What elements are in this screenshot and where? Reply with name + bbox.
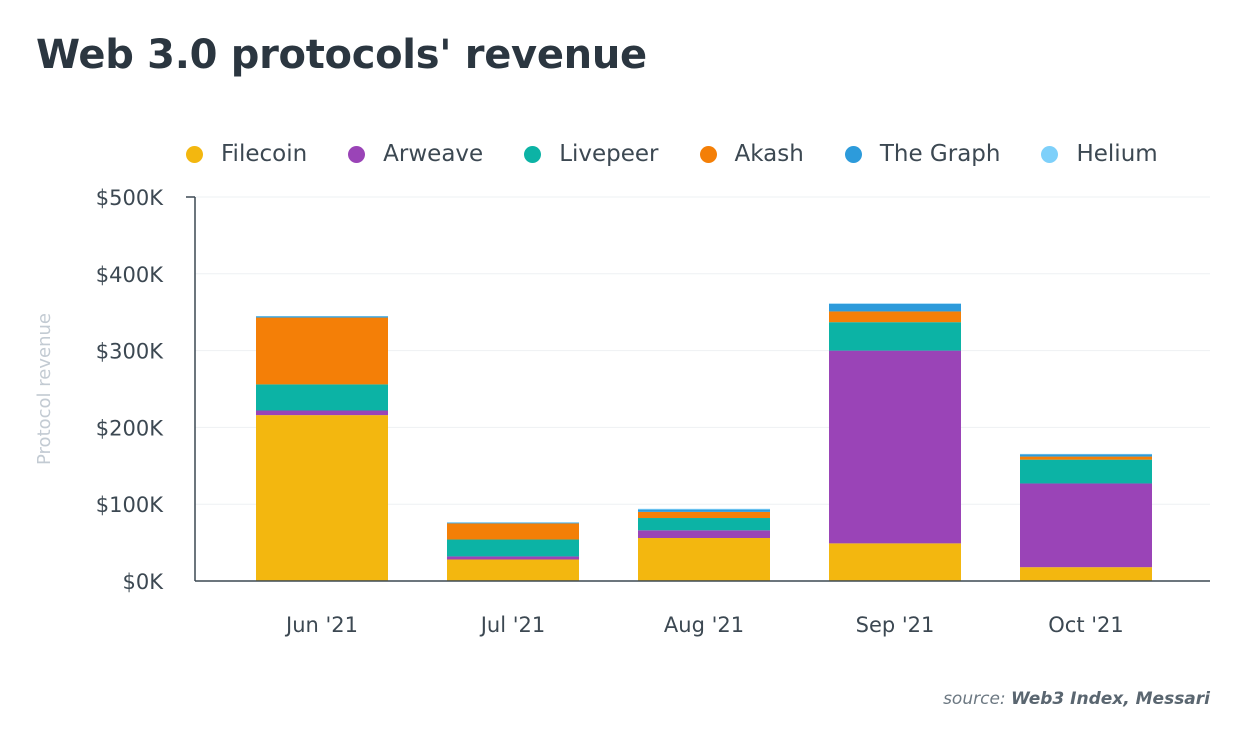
bar-the-graph-aug-21 <box>638 509 770 512</box>
legend-swatch-helium <box>1041 145 1059 163</box>
legend-swatch-the-graph <box>844 145 862 163</box>
legend-item-filecoin: Filecoin <box>186 141 307 167</box>
y-tick-label: $400K <box>96 263 164 287</box>
bar-livepeer-jun-21 <box>256 384 388 411</box>
bar-arweave-jul-21 <box>447 556 579 560</box>
chart-title: Web 3.0 protocols' revenue <box>36 32 647 78</box>
legend-label-arweave: Arweave <box>383 141 484 167</box>
x-tick-label: Jun '21 <box>284 613 358 637</box>
bar-arweave-aug-21 <box>638 530 770 538</box>
bar-filecoin-oct-21 <box>1020 567 1152 581</box>
legend-item-livepeer: Livepeer <box>524 141 659 167</box>
bar-livepeer-aug-21 <box>638 518 770 531</box>
legend-item-arweave: Arweave <box>348 141 483 167</box>
legend-label-filecoin: Filecoin <box>221 141 308 167</box>
bar-the-graph-oct-21 <box>1020 454 1152 457</box>
legend-swatch-filecoin <box>186 145 203 163</box>
legend-swatch-arweave <box>348 145 366 163</box>
source-name: Web3 Index, Messari <box>1011 689 1210 709</box>
bar-livepeer-sep-21 <box>829 322 961 351</box>
bar-livepeer-oct-21 <box>1020 459 1152 484</box>
x-tick-label: Jul '21 <box>479 613 546 637</box>
bar-arweave-oct-21 <box>1020 483 1152 568</box>
bar-livepeer-jul-21 <box>447 539 579 557</box>
bar-arweave-jun-21 <box>256 410 388 416</box>
legend-item-helium: Helium <box>1041 141 1158 167</box>
x-tick-label: Oct '21 <box>1048 613 1123 637</box>
legend: Filecoin Arweave Livepeer Akash The Graph Hel… <box>186 138 1226 170</box>
y-tick-label: $500K <box>96 186 164 210</box>
legend-label-akash: Akash <box>734 141 804 167</box>
legend-swatch-livepeer <box>524 145 542 163</box>
y-tick-label: $100K <box>96 493 164 517</box>
y-tick-label: $300K <box>96 340 164 364</box>
source-prefix: source: <box>943 689 1006 709</box>
bar-akash-aug-21 <box>638 511 770 519</box>
x-tick-label: Aug '21 <box>664 613 744 637</box>
bar-the-graph-jun-21 <box>256 316 388 318</box>
bar-arweave-sep-21 <box>829 350 961 544</box>
bar-helium-aug-21 <box>638 508 770 510</box>
x-tick-label: Sep '21 <box>856 613 935 637</box>
bar-filecoin-jul-21 <box>447 559 579 581</box>
bar-filecoin-sep-21 <box>829 543 961 581</box>
bar-filecoin-jun-21 <box>256 415 388 581</box>
legend-swatch-akash <box>699 145 717 163</box>
bars <box>256 303 1152 581</box>
bar-akash-oct-21 <box>1020 456 1152 460</box>
legend-item-the-graph: The Graph <box>844 141 1001 167</box>
bar-the-graph-sep-21 <box>829 303 961 312</box>
legend-label-helium: Helium <box>1076 141 1158 167</box>
source-note: source: Web3 Index, Messari <box>943 689 1210 709</box>
y-axis-title: Protocol revenue <box>34 313 55 465</box>
bar-akash-sep-21 <box>829 311 961 323</box>
axes: $0K $100K $200K $300K $400K $500K Jun '21 Jul '… <box>34 186 1210 637</box>
bar-akash-jul-21 <box>447 523 579 540</box>
y-tick-label: $0K <box>123 570 165 594</box>
bar-akash-jun-21 <box>256 317 388 385</box>
legend-label-livepeer: Livepeer <box>559 141 659 167</box>
y-tick-label: $200K <box>96 416 164 440</box>
bar-filecoin-aug-21 <box>638 537 770 581</box>
legend-item-akash: Akash <box>699 141 804 167</box>
bar-the-graph-jul-21 <box>447 522 579 524</box>
legend-label-the-graph: The Graph <box>879 141 1001 167</box>
